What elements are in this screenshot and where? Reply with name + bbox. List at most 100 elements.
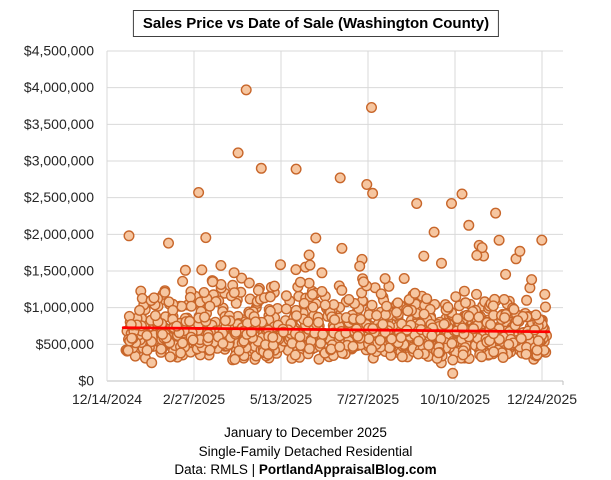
- sale-point: [185, 300, 197, 312]
- sale-point: [141, 330, 153, 342]
- sale-point: [177, 337, 189, 349]
- sale-point: [514, 245, 526, 257]
- sale-point: [307, 301, 319, 313]
- sale-point: [303, 249, 315, 261]
- sale-point: [458, 285, 470, 297]
- sale-point: [207, 276, 219, 288]
- sale-point: [450, 291, 462, 303]
- sale-point: [413, 335, 425, 347]
- sale-point-outlier: [232, 147, 244, 159]
- sale-point: [392, 297, 404, 309]
- sale-point-outlier: [361, 178, 373, 190]
- sale-point: [354, 260, 366, 272]
- sale-point: [136, 293, 148, 305]
- sale-point: [377, 318, 389, 330]
- x-tick-label: 5/13/2025: [250, 391, 312, 407]
- y-tick-label: $3,000,000: [24, 153, 94, 169]
- chart-title: Sales Price vs Date of Sale (Washington …: [132, 10, 500, 37]
- sale-point: [252, 284, 264, 296]
- sale-point: [476, 242, 488, 254]
- sale-point: [298, 297, 310, 309]
- trend-line: [121, 326, 551, 334]
- sale-point: [187, 334, 199, 346]
- sale-point: [289, 349, 301, 361]
- sale-point: [319, 299, 331, 311]
- y-tick-label: $2,000,000: [24, 226, 94, 242]
- sale-point: [371, 309, 383, 321]
- sale-point-outlier: [162, 237, 174, 249]
- sale-point: [520, 348, 532, 360]
- sale-point: [304, 259, 316, 271]
- caption-property-type: Single-Family Detached Residential: [198, 443, 413, 459]
- sale-point: [294, 276, 306, 288]
- sale-point: [457, 349, 469, 361]
- sale-point: [521, 294, 533, 306]
- sale-point: [167, 304, 179, 316]
- sale-point: [526, 274, 538, 286]
- sale-point: [395, 332, 407, 344]
- sale-point: [202, 332, 214, 344]
- sale-point: [177, 275, 189, 287]
- sale-point: [334, 341, 346, 353]
- sale-point: [229, 353, 241, 365]
- sale-point: [184, 291, 196, 303]
- y-tick-label: $4,000,000: [24, 79, 94, 95]
- y-tick-label: $2,500,000: [24, 189, 94, 205]
- sale-point: [530, 309, 542, 321]
- caption-source: Data: RMLS | PortlandAppraisalBlog.com: [0, 461, 611, 480]
- sale-point: [141, 344, 153, 356]
- y-tick-label: $1,000,000: [24, 299, 94, 315]
- sale-point: [307, 288, 319, 300]
- sale-point: [536, 234, 548, 246]
- sale-point: [198, 287, 210, 299]
- caption-source-blog: PortlandAppraisalBlog.com: [258, 462, 437, 477]
- sale-point: [264, 305, 276, 317]
- sale-point: [228, 287, 240, 299]
- sale-point: [275, 259, 287, 271]
- sale-point: [315, 337, 327, 349]
- sale-point-outlier: [366, 101, 378, 113]
- sale-point: [134, 304, 146, 316]
- sale-point: [412, 348, 424, 360]
- sale-point: [409, 287, 421, 299]
- sale-point: [532, 335, 544, 347]
- sale-point: [347, 340, 359, 352]
- sale-point: [398, 273, 410, 285]
- sale-point: [402, 305, 414, 317]
- sale-point: [447, 354, 459, 366]
- sale-point: [499, 312, 511, 324]
- sale-point: [264, 291, 276, 303]
- sale-point: [488, 346, 500, 358]
- sale-point: [540, 301, 552, 313]
- sale-point: [164, 351, 176, 363]
- sale-point: [500, 268, 512, 280]
- sale-point-outlier: [123, 230, 135, 242]
- sale-point: [336, 242, 348, 254]
- x-tick-label: 10/10/2025: [420, 391, 490, 407]
- sale-point-outlier: [255, 162, 267, 174]
- sale-point: [442, 301, 454, 313]
- sale-point: [471, 288, 483, 300]
- sale-point: [363, 333, 375, 345]
- x-tick-label: 12/14/2024: [72, 391, 142, 407]
- sale-point: [375, 288, 387, 300]
- sale-point: [366, 299, 378, 311]
- sale-point: [317, 328, 329, 340]
- sale-point: [508, 303, 520, 315]
- sale-point-outlier: [310, 232, 322, 244]
- sale-point: [529, 324, 541, 336]
- sale-point: [294, 331, 306, 343]
- sale-point: [280, 303, 292, 315]
- sale-point: [374, 334, 386, 346]
- sale-point: [381, 300, 393, 312]
- sale-point: [336, 284, 348, 296]
- sale-point: [386, 333, 398, 345]
- sale-point: [196, 264, 208, 276]
- sale-point-outlier: [428, 226, 440, 238]
- sale-point-outlier: [490, 207, 502, 219]
- sale-point: [343, 294, 355, 306]
- caption-date-range: January to December 2025: [224, 425, 387, 440]
- sale-point: [156, 328, 168, 340]
- y-tick-label: $500,000: [36, 336, 95, 352]
